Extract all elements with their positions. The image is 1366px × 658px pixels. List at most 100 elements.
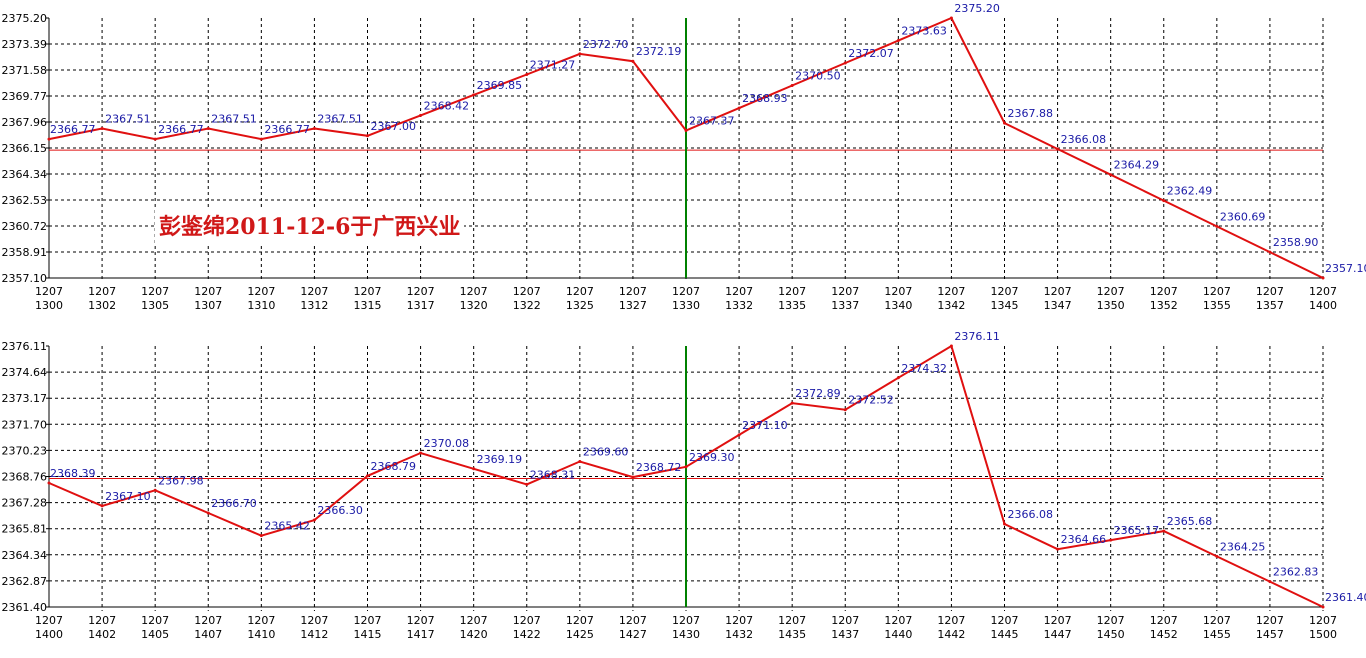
x-tick-label-date: 1207 [460, 614, 488, 627]
data-label: 2367.98 [158, 474, 204, 487]
x-tick-label-time: 1310 [247, 299, 275, 312]
x-tick-label-date: 1207 [566, 614, 594, 627]
x-tick-label-date: 1207 [1150, 285, 1178, 298]
data-label: 2368.72 [636, 461, 682, 474]
x-tick-label-time: 1437 [831, 628, 859, 641]
x-tick-label-time: 1342 [937, 299, 965, 312]
data-point [206, 511, 210, 515]
data-point [631, 475, 635, 479]
data-label: 2365.17 [1114, 524, 1160, 537]
x-tick-label-time: 1425 [566, 628, 594, 641]
x-tick-label-time: 1432 [725, 628, 753, 641]
x-tick-label-date: 1207 [1203, 285, 1231, 298]
x-tick-label-time: 1415 [354, 628, 382, 641]
y-tick-label: 2364.34 [2, 168, 48, 181]
data-point [259, 137, 263, 141]
x-tick-label-date: 1207 [35, 285, 63, 298]
data-label: 2370.50 [795, 70, 841, 83]
data-label: 2374.32 [901, 362, 947, 375]
y-tick-label: 2371.70 [2, 418, 48, 431]
x-tick-label-date: 1207 [247, 614, 275, 627]
data-label: 2367.51 [105, 112, 151, 125]
x-tick-label-date: 1207 [354, 285, 382, 298]
x-tick-label-time: 1347 [1044, 299, 1072, 312]
x-tick-label-time: 1445 [991, 628, 1019, 641]
data-label: 2365.42 [264, 520, 310, 533]
data-label: 2372.89 [795, 387, 841, 400]
x-tick-label-date: 1207 [725, 614, 753, 627]
x-tick-label-date: 1207 [884, 285, 912, 298]
x-tick-label-time: 1420 [460, 628, 488, 641]
x-tick-label-date: 1207 [566, 285, 594, 298]
x-tick-label-date: 1207 [937, 285, 965, 298]
x-tick-label-date: 1207 [672, 614, 700, 627]
data-label: 2368.39 [50, 467, 96, 480]
data-point [312, 126, 316, 130]
data-label: 2366.77 [158, 123, 204, 136]
data-label: 2364.66 [1061, 533, 1107, 546]
x-tick-label-date: 1207 [937, 614, 965, 627]
data-point [100, 126, 104, 130]
x-tick-label-time: 1320 [460, 299, 488, 312]
y-tick-label: 2376.11 [2, 340, 48, 353]
x-tick-label-time: 1315 [354, 299, 382, 312]
data-label: 2367.10 [105, 490, 151, 503]
x-tick-label-time: 1325 [566, 299, 594, 312]
x-tick-label-date: 1207 [991, 285, 1019, 298]
data-point [737, 433, 741, 437]
x-tick-label-date: 1207 [513, 285, 541, 298]
data-point [631, 59, 635, 63]
x-tick-label-date: 1207 [1097, 285, 1125, 298]
data-point [1056, 547, 1060, 551]
data-label: 2368.79 [371, 460, 417, 473]
x-tick-label-time: 1410 [247, 628, 275, 641]
x-tick-label-date: 1207 [194, 614, 222, 627]
data-point [1268, 580, 1272, 584]
y-tick-label: 2366.15 [2, 142, 48, 155]
x-tick-label-date: 1207 [1256, 614, 1284, 627]
x-tick-label-time: 1440 [884, 628, 912, 641]
data-label: 2357.10 [1325, 262, 1366, 275]
data-point [1268, 250, 1272, 254]
x-tick-label-date: 1207 [194, 285, 222, 298]
data-label: 2372.07 [848, 47, 894, 60]
data-point [312, 518, 316, 522]
x-tick-label-date: 1207 [300, 285, 328, 298]
data-point [525, 482, 529, 486]
x-tick-label-date: 1207 [619, 614, 647, 627]
x-tick-label-time: 1405 [141, 628, 169, 641]
data-point [684, 128, 688, 132]
x-tick-label-date: 1207 [407, 285, 435, 298]
y-tick-label: 2375.20 [2, 12, 48, 25]
data-label: 2361.40 [1325, 591, 1366, 604]
data-point [578, 460, 582, 464]
y-tick-label: 2360.72 [2, 220, 48, 233]
data-label: 2365.68 [1167, 515, 1213, 528]
data-point [949, 16, 953, 20]
x-tick-label-time: 1455 [1203, 628, 1231, 641]
data-label: 2367.37 [689, 114, 735, 127]
data-point [1215, 224, 1219, 228]
data-point [472, 467, 476, 471]
data-label: 2366.77 [50, 123, 96, 136]
x-tick-label-date: 1207 [831, 614, 859, 627]
data-point [896, 39, 900, 43]
data-point [1215, 554, 1219, 558]
x-tick-label-time: 1355 [1203, 299, 1231, 312]
y-tick-label: 2358.91 [2, 246, 48, 259]
x-tick-label-date: 1207 [1256, 285, 1284, 298]
x-tick-label-time: 1335 [778, 299, 806, 312]
y-tick-label: 2364.34 [2, 549, 48, 562]
data-point [1321, 605, 1325, 609]
x-tick-label-time: 1300 [35, 299, 63, 312]
x-tick-label-date: 1207 [884, 614, 912, 627]
data-label: 2368.93 [742, 92, 788, 105]
y-tick-label: 2365.81 [2, 523, 48, 536]
x-tick-label-time: 1435 [778, 628, 806, 641]
x-tick-label-date: 1207 [1203, 614, 1231, 627]
data-label: 2367.51 [317, 112, 363, 125]
data-point [1162, 529, 1166, 533]
data-point [843, 61, 847, 65]
x-tick-label-date: 1207 [672, 285, 700, 298]
